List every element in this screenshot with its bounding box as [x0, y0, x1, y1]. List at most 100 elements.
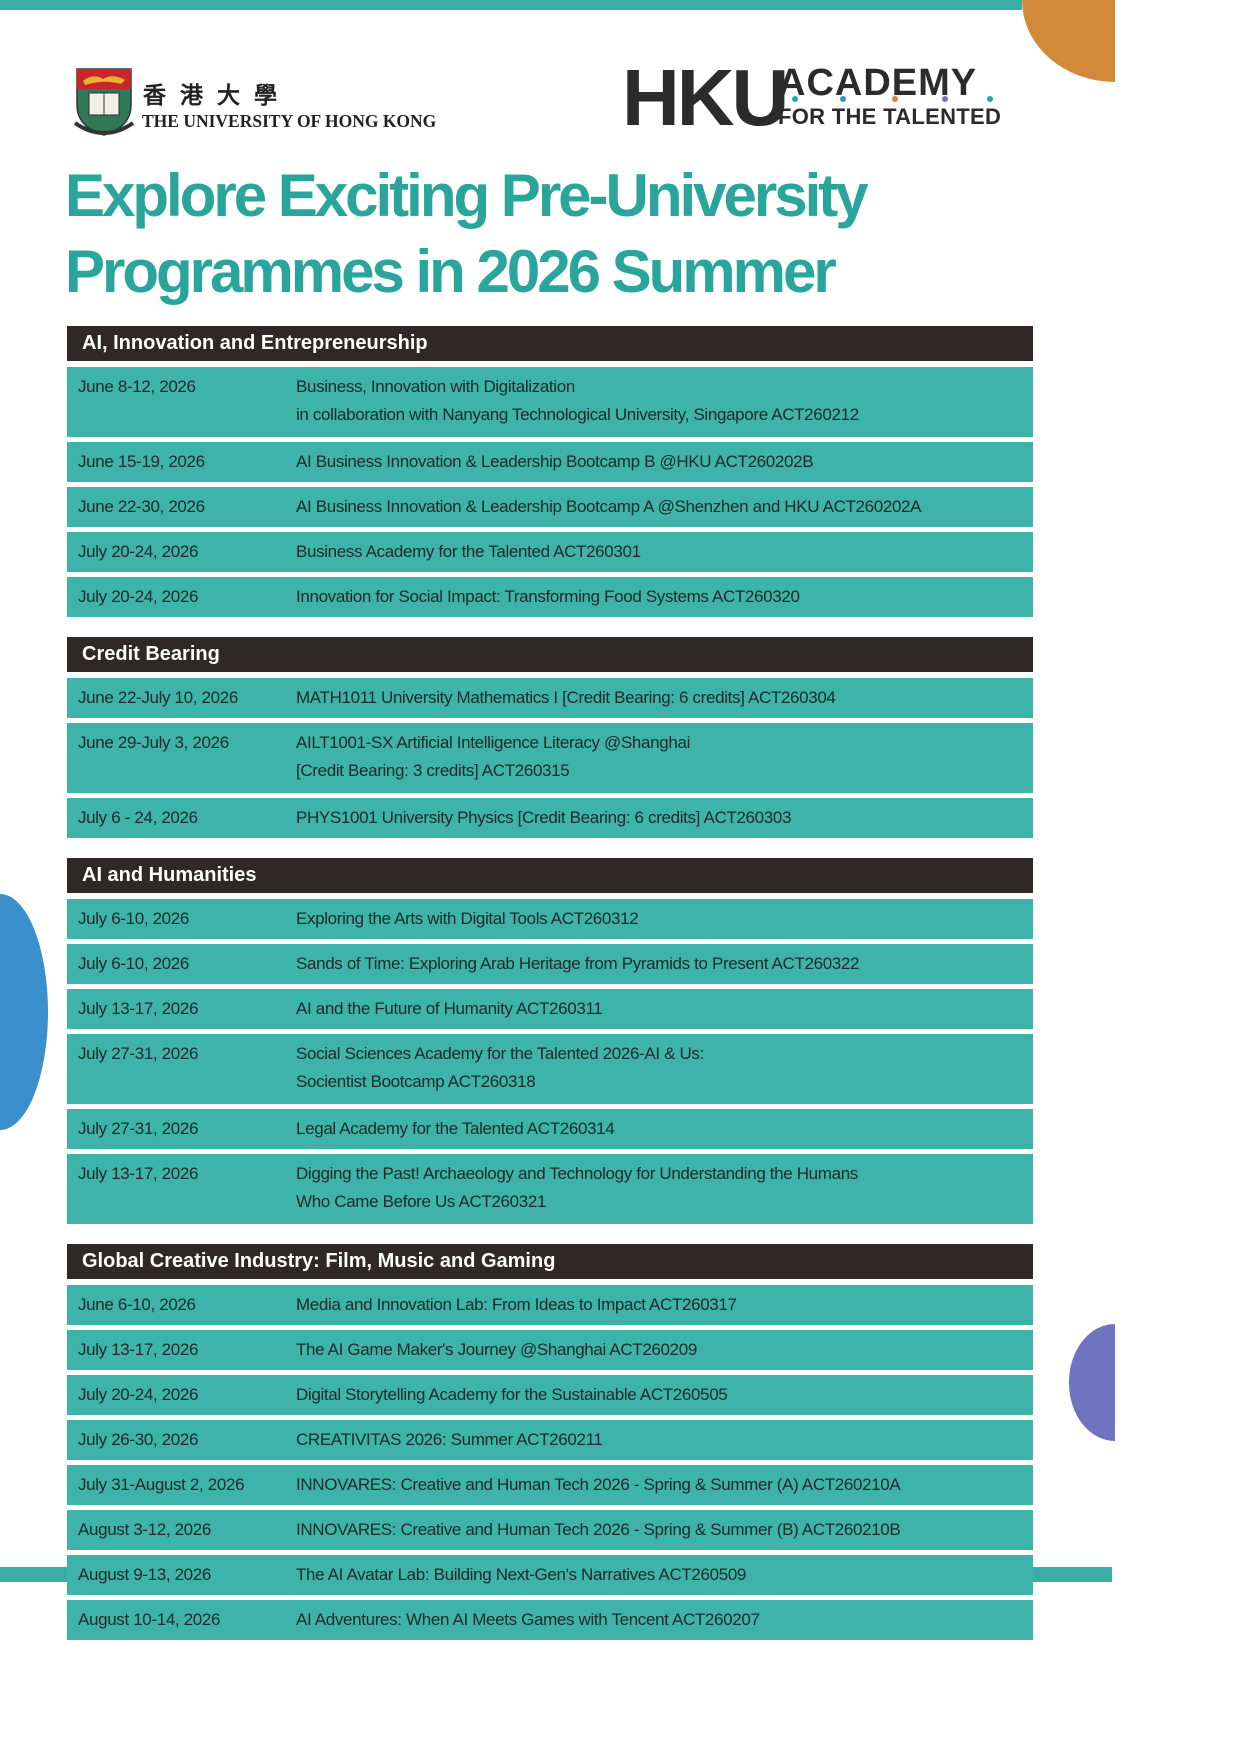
programme-title: AILT1001-SX Artificial Intelligence Lite… [296, 729, 690, 785]
programme-row: July 26-30, 2026 CREATIVITAS 2026: Summer… [67, 1420, 1033, 1460]
hku-crest-icon [73, 68, 135, 136]
programme-title-line: PHYS1001 University Physics [Credit Bear… [296, 808, 792, 827]
programme-title-line: Exploring the Arts with Digital Tools AC… [296, 909, 639, 928]
programme-title-line: Social Sciences Academy for the Talented… [296, 1044, 704, 1063]
programme-title: AI Adventures: When AI Meets Games with … [296, 1606, 760, 1634]
programme-row: June 8-12, 2026 Business, Innovation with… [67, 367, 1033, 437]
programme-date: August 10-14, 2026 [78, 1610, 221, 1629]
programme-title-line: Who Came Before Us ACT260321 [296, 1192, 547, 1211]
programme-title-line: Business, Innovation with Digitalization [296, 377, 575, 396]
programme-date: June 22-30, 2026 [78, 497, 205, 516]
programme-title: MATH1011 University Mathematics I [Credi… [296, 684, 836, 712]
programme-title-line: Sands of Time: Exploring Arab Heritage f… [296, 954, 860, 973]
programme-date: July 13-17, 2026 [78, 999, 199, 1018]
programme-title-line: Media and Innovation Lab: From Ideas to … [296, 1295, 737, 1314]
programme-title: Social Sciences Academy for the Talented… [296, 1040, 704, 1096]
programme-date: July 13-17, 2026 [78, 1164, 199, 1183]
programme-title-line: [Credit Bearing: 3 credits] ACT260315 [296, 761, 570, 780]
top-teal-bar [0, 0, 1022, 10]
programme-section: Global Creative Industry: Film, Music an… [67, 1244, 1033, 1640]
programme-title: Legal Academy for the Talented ACT260314 [296, 1115, 615, 1143]
programme-row: July 13-17, 2026 AI and the Future of Hum… [67, 989, 1033, 1029]
section-heading: Credit Bearing [67, 637, 1033, 672]
programme-row: July 27-31, 2026 Social Sciences Academy … [67, 1034, 1033, 1104]
programme-title-line: INNOVARES: Creative and Human Tech 2026 … [296, 1520, 901, 1539]
programme-title-line: INNOVARES: Creative and Human Tech 2026 … [296, 1475, 901, 1494]
programme-date: June 6-10, 2026 [78, 1295, 196, 1314]
logo-dot [792, 96, 798, 102]
programme-row: July 6-10, 2026 Exploring the Arts with D… [67, 899, 1033, 939]
programme-table: AI, Innovation and Entrepreneurship June … [67, 326, 1033, 1660]
section-heading: Global Creative Industry: Film, Music an… [67, 1244, 1033, 1279]
programme-row: July 13-17, 2026 Digging the Past! Archae… [67, 1154, 1033, 1224]
programme-row: July 20-24, 2026 Innovation for Social Im… [67, 577, 1033, 617]
programme-title-line: Digital Storytelling Academy for the Sus… [296, 1385, 728, 1404]
programme-title: INNOVARES: Creative and Human Tech 2026 … [296, 1516, 901, 1544]
programme-date: July 31-August 2, 2026 [78, 1475, 245, 1494]
programme-title-line: The AI Avatar Lab: Building Next-Gen's N… [296, 1565, 747, 1584]
programme-date: July 20-24, 2026 [78, 587, 199, 606]
programme-row: August 9-13, 2026 The AI Avatar Lab: Buil… [67, 1555, 1033, 1595]
programme-title-line: Digging the Past! Archaeology and Techno… [296, 1164, 858, 1183]
academy-logo-hku: HKU [622, 53, 789, 142]
programme-title: Sands of Time: Exploring Arab Heritage f… [296, 950, 859, 978]
programme-row: June 15-19, 2026 AI Business Innovation &… [67, 442, 1033, 482]
programme-title-line: AI and the Future of Humanity ACT260311 [296, 999, 603, 1018]
programme-title-line: AILT1001-SX Artificial Intelligence Lite… [296, 733, 690, 752]
programme-title-line: Innovation for Social Impact: Transformi… [296, 587, 800, 606]
section-heading: AI, Innovation and Entrepreneurship [67, 326, 1033, 361]
programme-section: Credit Bearing June 22-July 10, 2026 MATH1… [67, 637, 1033, 838]
academy-logo-dots [782, 96, 1004, 102]
programme-date: August 9-13, 2026 [78, 1565, 211, 1584]
programme-title-line: AI Business Innovation & Leadership Boot… [296, 452, 814, 471]
programme-date: June 8-12, 2026 [78, 377, 196, 396]
academy-logo-academy: ACADEMY [778, 62, 978, 104]
programme-title: Business, Innovation with Digitalization… [296, 373, 859, 429]
blue-circle-decoration [0, 894, 48, 1130]
programme-title-line: Business Academy for the Talented ACT260… [296, 542, 641, 561]
programme-title: Innovation for Social Impact: Transformi… [296, 583, 800, 611]
programme-title: INNOVARES: Creative and Human Tech 2026 … [296, 1471, 901, 1499]
programme-title-line: The AI Game Maker's Journey @Shanghai AC… [296, 1340, 697, 1359]
programme-title: The AI Avatar Lab: Building Next-Gen's N… [296, 1561, 746, 1589]
programme-row: June 22-30, 2026 AI Business Innovation &… [67, 487, 1033, 527]
title-line-2: Programmes in 2026 Summer [65, 238, 837, 305]
programme-title: Business Academy for the Talented ACT260… [296, 538, 641, 566]
programme-title: Exploring the Arts with Digital Tools AC… [296, 905, 639, 933]
orange-corner-shape [1022, 0, 1115, 82]
programme-row: July 6 - 24, 2026 PHYS1001 University Phy… [67, 798, 1033, 838]
programme-date: June 15-19, 2026 [78, 452, 205, 471]
section-heading: AI and Humanities [67, 858, 1033, 893]
programme-title: AI Business Innovation & Leadership Boot… [296, 493, 922, 521]
programme-date: July 13-17, 2026 [78, 1340, 199, 1359]
programme-title: PHYS1001 University Physics [Credit Bear… [296, 804, 791, 832]
university-name-chinese: 香港大學 [143, 82, 291, 109]
logo-dot [892, 96, 898, 102]
university-name-english: THE UNIVERSITY OF HONG KONG [142, 111, 437, 131]
programme-row: July 20-24, 2026 Business Academy for the… [67, 532, 1033, 572]
programme-title-line: Socientist Bootcamp ACT260318 [296, 1072, 536, 1091]
programme-title-line: MATH1011 University Mathematics I [Credi… [296, 688, 836, 707]
programme-date: July 20-24, 2026 [78, 1385, 199, 1404]
programme-date: June 29-July 3, 2026 [78, 733, 229, 752]
programme-title: Media and Innovation Lab: From Ideas to … [296, 1291, 737, 1319]
academy-logo-tagline: FOR THE TALENTED [778, 104, 1002, 129]
programme-row: June 22-July 10, 2026 MATH1011 University… [67, 678, 1033, 718]
programme-section: AI, Innovation and Entrepreneurship June … [67, 326, 1033, 617]
programme-title: Digital Storytelling Academy for the Sus… [296, 1381, 728, 1409]
programme-title: Digging the Past! Archaeology and Techno… [296, 1160, 858, 1216]
programme-date: July 6-10, 2026 [78, 954, 189, 973]
programme-date: August 3-12, 2026 [78, 1520, 211, 1539]
logo-dot [942, 96, 948, 102]
programme-row: July 13-17, 2026 The AI Game Maker's Jour… [67, 1330, 1033, 1370]
programme-row: July 6-10, 2026 Sands of Time: Exploring … [67, 944, 1033, 984]
programme-row: August 3-12, 2026 INNOVARES: Creative and… [67, 1510, 1033, 1550]
programme-title: AI and the Future of Humanity ACT260311 [296, 995, 603, 1023]
programme-date: July 6 - 24, 2026 [78, 808, 198, 827]
programme-row: July 31-August 2, 2026 INNOVARES: Creativ… [67, 1465, 1033, 1505]
programme-title: CREATIVITAS 2026: Summer ACT260211 [296, 1426, 603, 1454]
logo-dot [987, 96, 993, 102]
programme-date: July 27-31, 2026 [78, 1119, 199, 1138]
programme-date: July 6-10, 2026 [78, 909, 189, 928]
programme-title-line: Legal Academy for the Talented ACT260314 [296, 1119, 615, 1138]
